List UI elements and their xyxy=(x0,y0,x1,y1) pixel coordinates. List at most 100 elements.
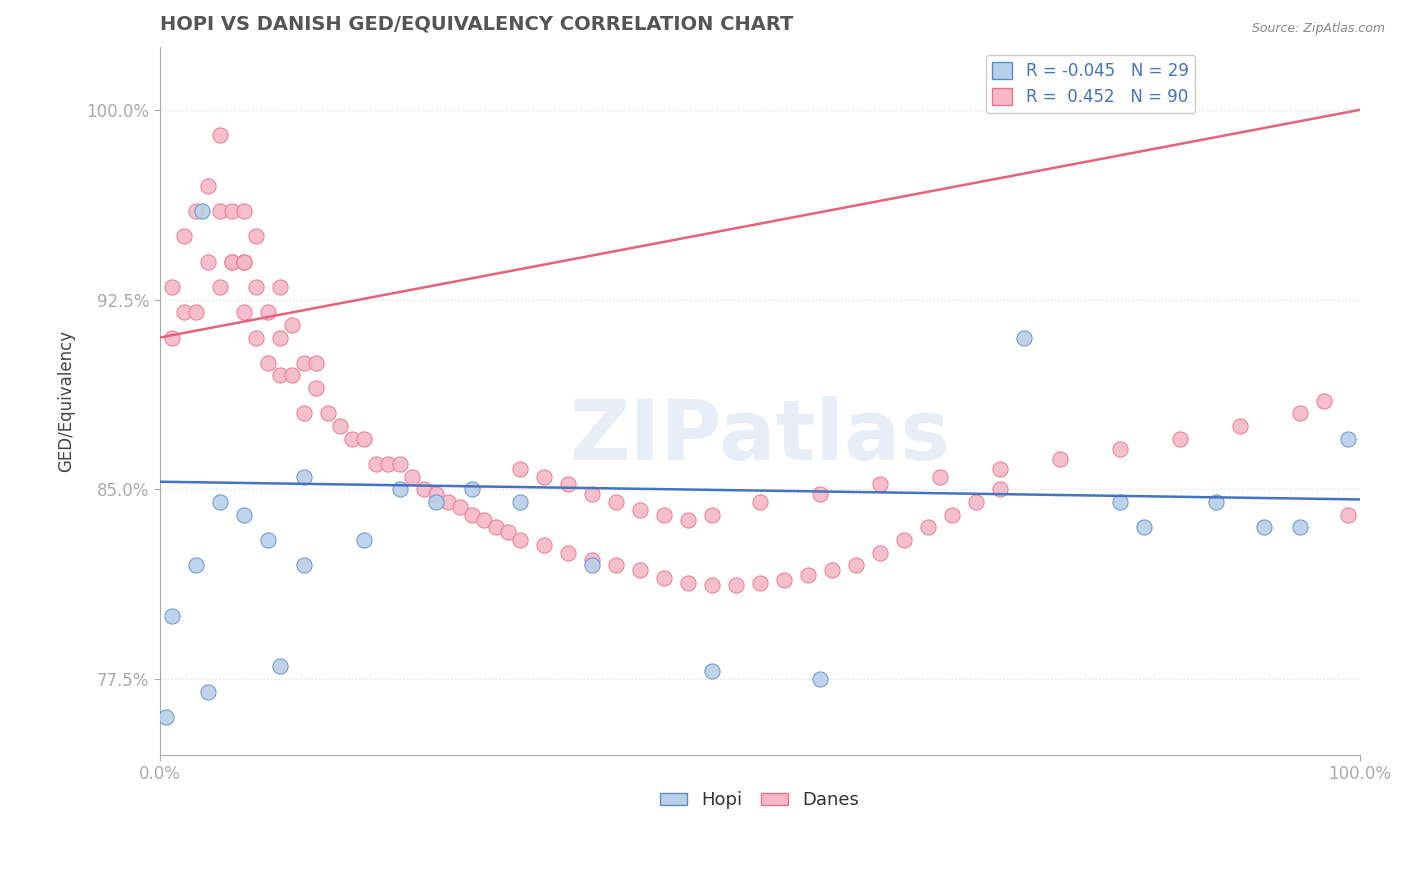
Point xyxy=(232,204,254,219)
Point xyxy=(628,563,651,577)
Point xyxy=(190,204,212,219)
Point xyxy=(316,406,339,420)
Point xyxy=(1288,406,1310,420)
Point xyxy=(256,305,278,319)
Point xyxy=(472,513,495,527)
Point xyxy=(245,229,267,244)
Point xyxy=(232,254,254,268)
Point xyxy=(1312,760,1334,774)
Point xyxy=(988,483,1011,497)
Point xyxy=(628,502,651,516)
Point xyxy=(425,487,447,501)
Point xyxy=(388,457,411,471)
Point xyxy=(208,128,231,143)
Point xyxy=(605,495,627,509)
Point xyxy=(941,508,963,522)
Point xyxy=(917,520,939,534)
Point xyxy=(893,533,915,547)
Point xyxy=(808,487,831,501)
Point xyxy=(340,432,363,446)
Point xyxy=(292,406,315,420)
Point xyxy=(724,578,747,592)
Point xyxy=(401,469,423,483)
Point xyxy=(208,280,231,294)
Point xyxy=(1108,442,1130,456)
Point xyxy=(1288,520,1310,534)
Point xyxy=(509,533,531,547)
Point xyxy=(245,330,267,344)
Point xyxy=(160,330,183,344)
Point xyxy=(988,462,1011,476)
Point xyxy=(184,558,207,573)
Point xyxy=(221,254,243,268)
Point xyxy=(1108,495,1130,509)
Point xyxy=(700,665,723,679)
Point xyxy=(928,469,950,483)
Point xyxy=(869,545,891,559)
Point xyxy=(869,477,891,491)
Point xyxy=(173,305,195,319)
Point xyxy=(160,608,183,623)
Point xyxy=(1132,520,1154,534)
Point xyxy=(256,356,278,370)
Point xyxy=(329,419,352,434)
Point xyxy=(533,538,555,552)
Point xyxy=(581,553,603,567)
Point xyxy=(388,483,411,497)
Point xyxy=(436,495,458,509)
Point xyxy=(1168,432,1191,446)
Point xyxy=(221,204,243,219)
Point xyxy=(581,487,603,501)
Point xyxy=(377,457,399,471)
Point xyxy=(208,204,231,219)
Point xyxy=(1229,419,1251,434)
Point xyxy=(1253,520,1275,534)
Point xyxy=(160,280,183,294)
Point xyxy=(485,520,508,534)
Point xyxy=(269,368,291,383)
Point xyxy=(748,575,770,590)
Text: Source: ZipAtlas.com: Source: ZipAtlas.com xyxy=(1251,22,1385,36)
Point xyxy=(509,462,531,476)
Point xyxy=(496,525,519,540)
Text: ZIPatlas: ZIPatlas xyxy=(569,396,950,476)
Point xyxy=(652,571,675,585)
Point xyxy=(772,574,794,588)
Point xyxy=(1312,393,1334,408)
Point xyxy=(1336,432,1358,446)
Point xyxy=(280,318,302,332)
Point xyxy=(292,558,315,573)
Point xyxy=(353,533,375,547)
Point xyxy=(292,469,315,483)
Point xyxy=(287,786,309,800)
Point xyxy=(676,575,699,590)
Point xyxy=(292,356,315,370)
Point xyxy=(173,229,195,244)
Point xyxy=(305,381,328,395)
Point xyxy=(197,254,219,268)
Point xyxy=(965,495,987,509)
Point xyxy=(1205,495,1227,509)
Point xyxy=(269,659,291,673)
Point xyxy=(820,563,842,577)
Point xyxy=(256,533,278,547)
Legend: Hopi, Danes: Hopi, Danes xyxy=(652,784,866,817)
Point xyxy=(232,305,254,319)
Point xyxy=(796,568,818,582)
Text: HOPI VS DANISH GED/EQUIVALENCY CORRELATION CHART: HOPI VS DANISH GED/EQUIVALENCY CORRELATI… xyxy=(160,15,793,34)
Point xyxy=(557,477,579,491)
Point xyxy=(232,254,254,268)
Point xyxy=(305,356,328,370)
Point xyxy=(748,495,770,509)
Point xyxy=(449,500,471,514)
Point xyxy=(425,495,447,509)
Point xyxy=(197,684,219,698)
Point xyxy=(155,710,177,724)
Point xyxy=(845,558,868,573)
Point xyxy=(364,457,387,471)
Point xyxy=(676,513,699,527)
Point xyxy=(460,508,482,522)
Point xyxy=(208,495,231,509)
Y-axis label: GED/Equivalency: GED/Equivalency xyxy=(58,330,75,472)
Point xyxy=(1336,508,1358,522)
